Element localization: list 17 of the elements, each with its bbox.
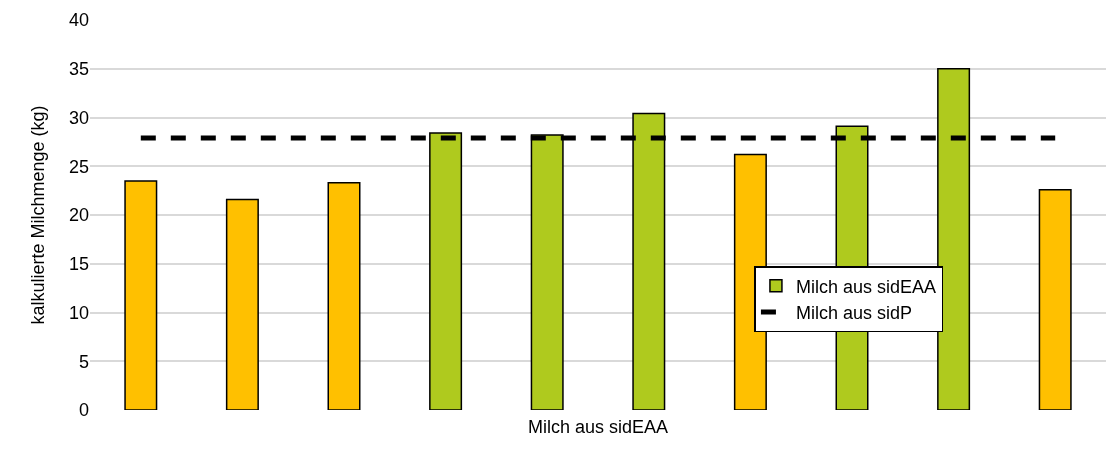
bar (124, 180, 158, 410)
legend-label: Milch aus sidEAA (795, 276, 936, 297)
legend-label: Milch aus sidP (795, 303, 912, 324)
y-tick-label: 30 (68, 107, 89, 128)
y-tick-label: 20 (68, 205, 89, 226)
x-axis-title: Milch aus sidEAA (527, 417, 669, 438)
bar (327, 182, 361, 410)
bar (1038, 188, 1072, 410)
y-tick-label: 5 (78, 351, 89, 372)
y-axis-title: kalkulierte Milchmenge (kg) (28, 105, 48, 325)
y-tick-label: 40 (68, 10, 89, 31)
bar (225, 198, 259, 410)
y-tick-label: 0 (78, 400, 89, 421)
y-tick-label: 35 (68, 59, 89, 80)
y-tick-label: 25 (68, 156, 89, 177)
y-tick-label: 15 (68, 254, 89, 275)
y-tick-label: 10 (68, 302, 89, 323)
